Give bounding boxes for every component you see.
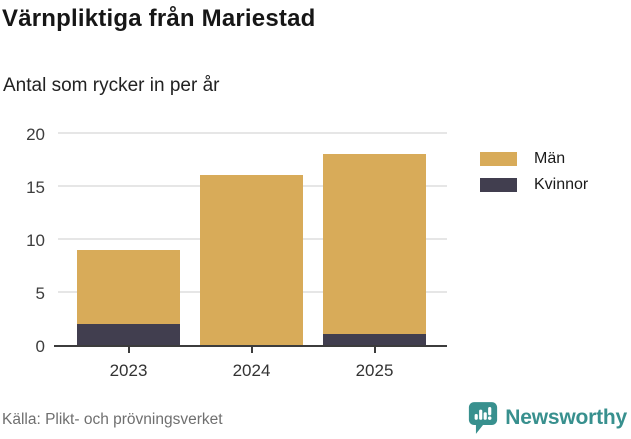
bar-2023-kvinnor: [77, 323, 180, 345]
bar-2025-kvinnor: [323, 334, 426, 345]
legend-label-kvinnor: Kvinnor: [534, 175, 589, 193]
x-axis-label-2024: 2024: [232, 361, 271, 380]
x-axis-tick-2024: [250, 347, 253, 353]
x-axis-label-2025: 2025: [355, 361, 394, 380]
y-axis-tick-label-10: 10: [26, 231, 45, 250]
newsworthy-logo-link[interactable]: Newsworthy: [468, 401, 627, 435]
y-axis-tick-label-0: 0: [35, 337, 45, 356]
chart-title: Värnpliktiga från Mariestad: [2, 5, 316, 32]
legend-item-kvinnor: Kvinnor: [480, 175, 588, 194]
x-axis-tick-2023: [127, 347, 130, 353]
y-axis-tick-label-5: 5: [35, 284, 45, 303]
bar-2023-män: [77, 249, 180, 324]
bar-2025-män: [323, 154, 426, 335]
legend-label-män: Män: [534, 149, 566, 167]
y-axis: 0 5 10 15 20: [0, 125, 45, 356]
newsworthy-logo-icon: [469, 402, 498, 434]
source-text: Källa: Plikt- och prövningsverket: [2, 411, 223, 428]
legend-swatch-kvinnor: [480, 177, 517, 192]
y-axis-tick-label-20: 20: [26, 125, 45, 144]
newsworthy-logo-text: Newsworthy: [505, 406, 627, 429]
legend-item-män: Män: [480, 149, 588, 168]
gridline-y-20: [58, 132, 447, 134]
legend: Män Kvinnor: [480, 149, 588, 194]
chart-subtitle: Antal som rycker in per år: [3, 75, 220, 96]
x-axis-tick-2025: [373, 347, 376, 353]
y-axis-tick-label-15: 15: [26, 178, 45, 197]
legend-swatch-män: [480, 151, 517, 166]
bar-2024-män: [200, 175, 303, 345]
x-axis-label-2023: 2023: [109, 361, 148, 380]
plot-area: 2023 2024 2025: [54, 132, 447, 380]
